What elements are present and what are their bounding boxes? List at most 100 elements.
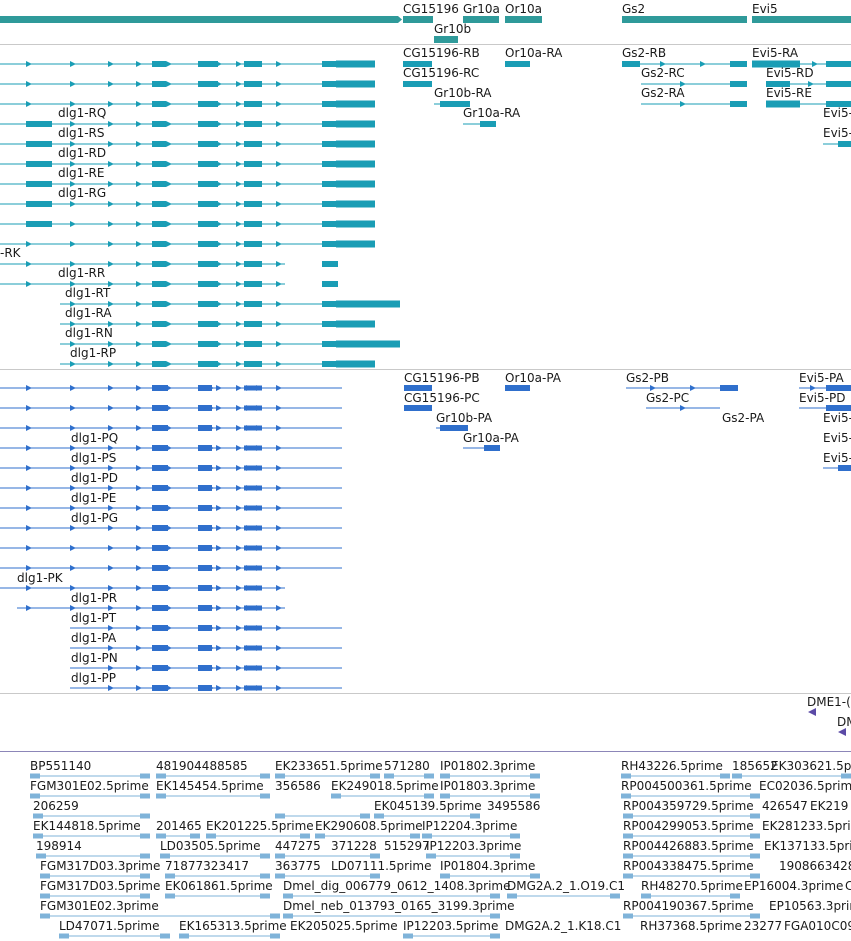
transcript-label[interactable]: dlg1-RQ xyxy=(58,106,107,120)
strand-arrow[interactable] xyxy=(108,81,114,87)
exon-block[interactable] xyxy=(33,833,43,839)
strand-arrow[interactable] xyxy=(690,385,696,391)
exon-block[interactable] xyxy=(510,853,520,859)
exon-block[interactable] xyxy=(336,200,375,208)
strand-arrow[interactable] xyxy=(208,241,214,247)
gene-bar[interactable] xyxy=(398,16,402,23)
gene-label[interactable]: Gr10a xyxy=(463,2,500,16)
strand-arrow[interactable] xyxy=(276,545,282,551)
strand-arrow[interactable] xyxy=(166,161,172,167)
est-label[interactable]: EK201225.5prime xyxy=(206,819,314,833)
strand-arrow[interactable] xyxy=(136,121,142,127)
transcript-label[interactable]: dlg1-RE xyxy=(58,166,105,180)
strand-arrow[interactable] xyxy=(256,261,262,267)
exon-block[interactable] xyxy=(322,121,338,127)
exon-block[interactable] xyxy=(26,141,52,147)
strand-arrow[interactable] xyxy=(208,565,214,571)
transcript-label[interactable]: dlg1-RT xyxy=(65,286,111,300)
est-label[interactable]: IP12203.5prime xyxy=(403,919,499,933)
exon-block[interactable] xyxy=(410,833,420,839)
strand-arrow[interactable] xyxy=(216,465,222,471)
est-label[interactable]: FGA010C09 xyxy=(784,919,851,933)
exon-block[interactable] xyxy=(244,565,262,571)
strand-arrow[interactable] xyxy=(216,281,222,287)
strand-arrow[interactable] xyxy=(70,425,76,431)
strand-arrow[interactable] xyxy=(200,405,206,411)
strand-arrow[interactable] xyxy=(256,361,262,367)
strand-arrow[interactable] xyxy=(236,625,242,631)
strand-arrow[interactable] xyxy=(108,625,114,631)
strand-arrow[interactable] xyxy=(70,385,76,391)
strand-arrow[interactable] xyxy=(26,141,32,147)
exon-block[interactable] xyxy=(530,773,540,779)
exon-block[interactable] xyxy=(530,793,540,799)
strand-arrow[interactable] xyxy=(208,221,214,227)
strand-arrow[interactable] xyxy=(70,405,76,411)
strand-arrow[interactable] xyxy=(166,121,172,127)
exon-block[interactable] xyxy=(403,933,413,939)
exon-block[interactable] xyxy=(838,465,851,471)
exon-block[interactable] xyxy=(750,853,760,859)
strand-arrow[interactable] xyxy=(26,281,32,287)
exon-block[interactable] xyxy=(165,873,175,879)
exon-block[interactable] xyxy=(275,873,285,879)
gene-label[interactable]: Or10a xyxy=(505,2,543,16)
exon-block[interactable] xyxy=(36,853,46,859)
strand-arrow[interactable] xyxy=(166,81,172,87)
transcript-label[interactable]: dlg1-RR xyxy=(58,266,106,280)
strand-arrow[interactable] xyxy=(276,141,282,147)
strand-arrow[interactable] xyxy=(256,545,262,551)
strand-arrow[interactable] xyxy=(70,465,76,471)
strand-arrow[interactable] xyxy=(136,565,142,571)
exon-block[interactable] xyxy=(156,833,166,839)
strand-arrow[interactable] xyxy=(276,585,282,591)
strand-arrow[interactable] xyxy=(276,385,282,391)
exon-block[interactable] xyxy=(140,833,150,839)
strand-arrow[interactable] xyxy=(166,625,172,631)
est-label[interactable]: EK145454.5prime xyxy=(156,779,264,793)
strand-arrow[interactable] xyxy=(108,221,114,227)
strand-arrow[interactable] xyxy=(236,161,242,167)
strand-arrow[interactable] xyxy=(236,61,242,67)
strand-arrow[interactable] xyxy=(158,445,164,451)
strand-arrow[interactable] xyxy=(166,485,172,491)
strand-arrow[interactable] xyxy=(26,485,32,491)
strand-arrow[interactable] xyxy=(208,505,214,511)
exon-block[interactable] xyxy=(623,913,633,919)
exon-block[interactable] xyxy=(322,141,338,147)
est-label[interactable]: LD07111.5prime xyxy=(331,859,432,873)
exon-block[interactable] xyxy=(490,933,500,939)
exon-block[interactable] xyxy=(490,893,500,899)
protein-label[interactable]: dlg1-PG xyxy=(71,511,119,525)
exon-block[interactable] xyxy=(322,101,338,107)
strand-arrow[interactable] xyxy=(26,525,32,531)
strand-arrow[interactable] xyxy=(256,241,262,247)
strand-arrow[interactable] xyxy=(208,361,214,367)
strand-arrow[interactable] xyxy=(276,121,282,127)
strand-arrow[interactable] xyxy=(216,121,222,127)
est-label[interactable]: FGM317D03.3prime xyxy=(40,859,161,873)
strand-arrow[interactable] xyxy=(70,505,76,511)
strand-arrow[interactable] xyxy=(276,101,282,107)
strand-arrow[interactable] xyxy=(216,505,222,511)
gene-bar[interactable] xyxy=(463,16,499,23)
est-label[interactable]: 23277 xyxy=(744,919,783,933)
strand-arrow[interactable] xyxy=(26,221,32,227)
exon-block[interactable] xyxy=(730,61,747,67)
est-label[interactable]: IP01803.3prime xyxy=(440,779,536,793)
gene-bar[interactable] xyxy=(752,16,851,23)
est-label[interactable]: 515297 xyxy=(384,839,430,853)
strand-arrow[interactable] xyxy=(208,465,214,471)
strand-arrow[interactable] xyxy=(256,505,262,511)
strand-arrow[interactable] xyxy=(276,181,282,187)
strand-arrow[interactable] xyxy=(216,201,222,207)
est-label[interactable]: EP16004.3prime xyxy=(744,879,844,893)
strand-arrow[interactable] xyxy=(276,405,282,411)
exon-block[interactable] xyxy=(826,101,851,107)
protein-label[interactable]: Gr10b-PA xyxy=(436,411,493,425)
strand-arrow[interactable] xyxy=(158,405,164,411)
exon-block[interactable] xyxy=(621,773,631,779)
strand-arrow[interactable] xyxy=(158,505,164,511)
strand-arrow[interactable] xyxy=(208,201,214,207)
exon-block[interactable] xyxy=(730,893,740,899)
